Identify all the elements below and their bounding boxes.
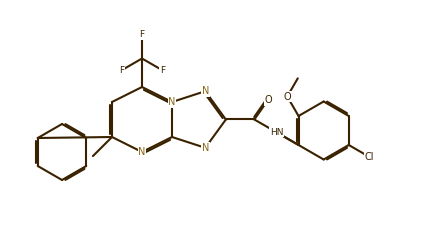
Text: F: F [139, 30, 144, 39]
Text: N: N [201, 86, 209, 96]
Text: F: F [160, 66, 165, 75]
Text: N: N [138, 147, 146, 157]
Text: HN: HN [270, 128, 283, 137]
Text: Cl: Cl [365, 152, 374, 162]
Text: N: N [168, 97, 176, 107]
Text: O: O [283, 91, 291, 101]
Text: N: N [201, 143, 209, 153]
Text: O: O [264, 95, 272, 105]
Text: F: F [119, 66, 124, 75]
